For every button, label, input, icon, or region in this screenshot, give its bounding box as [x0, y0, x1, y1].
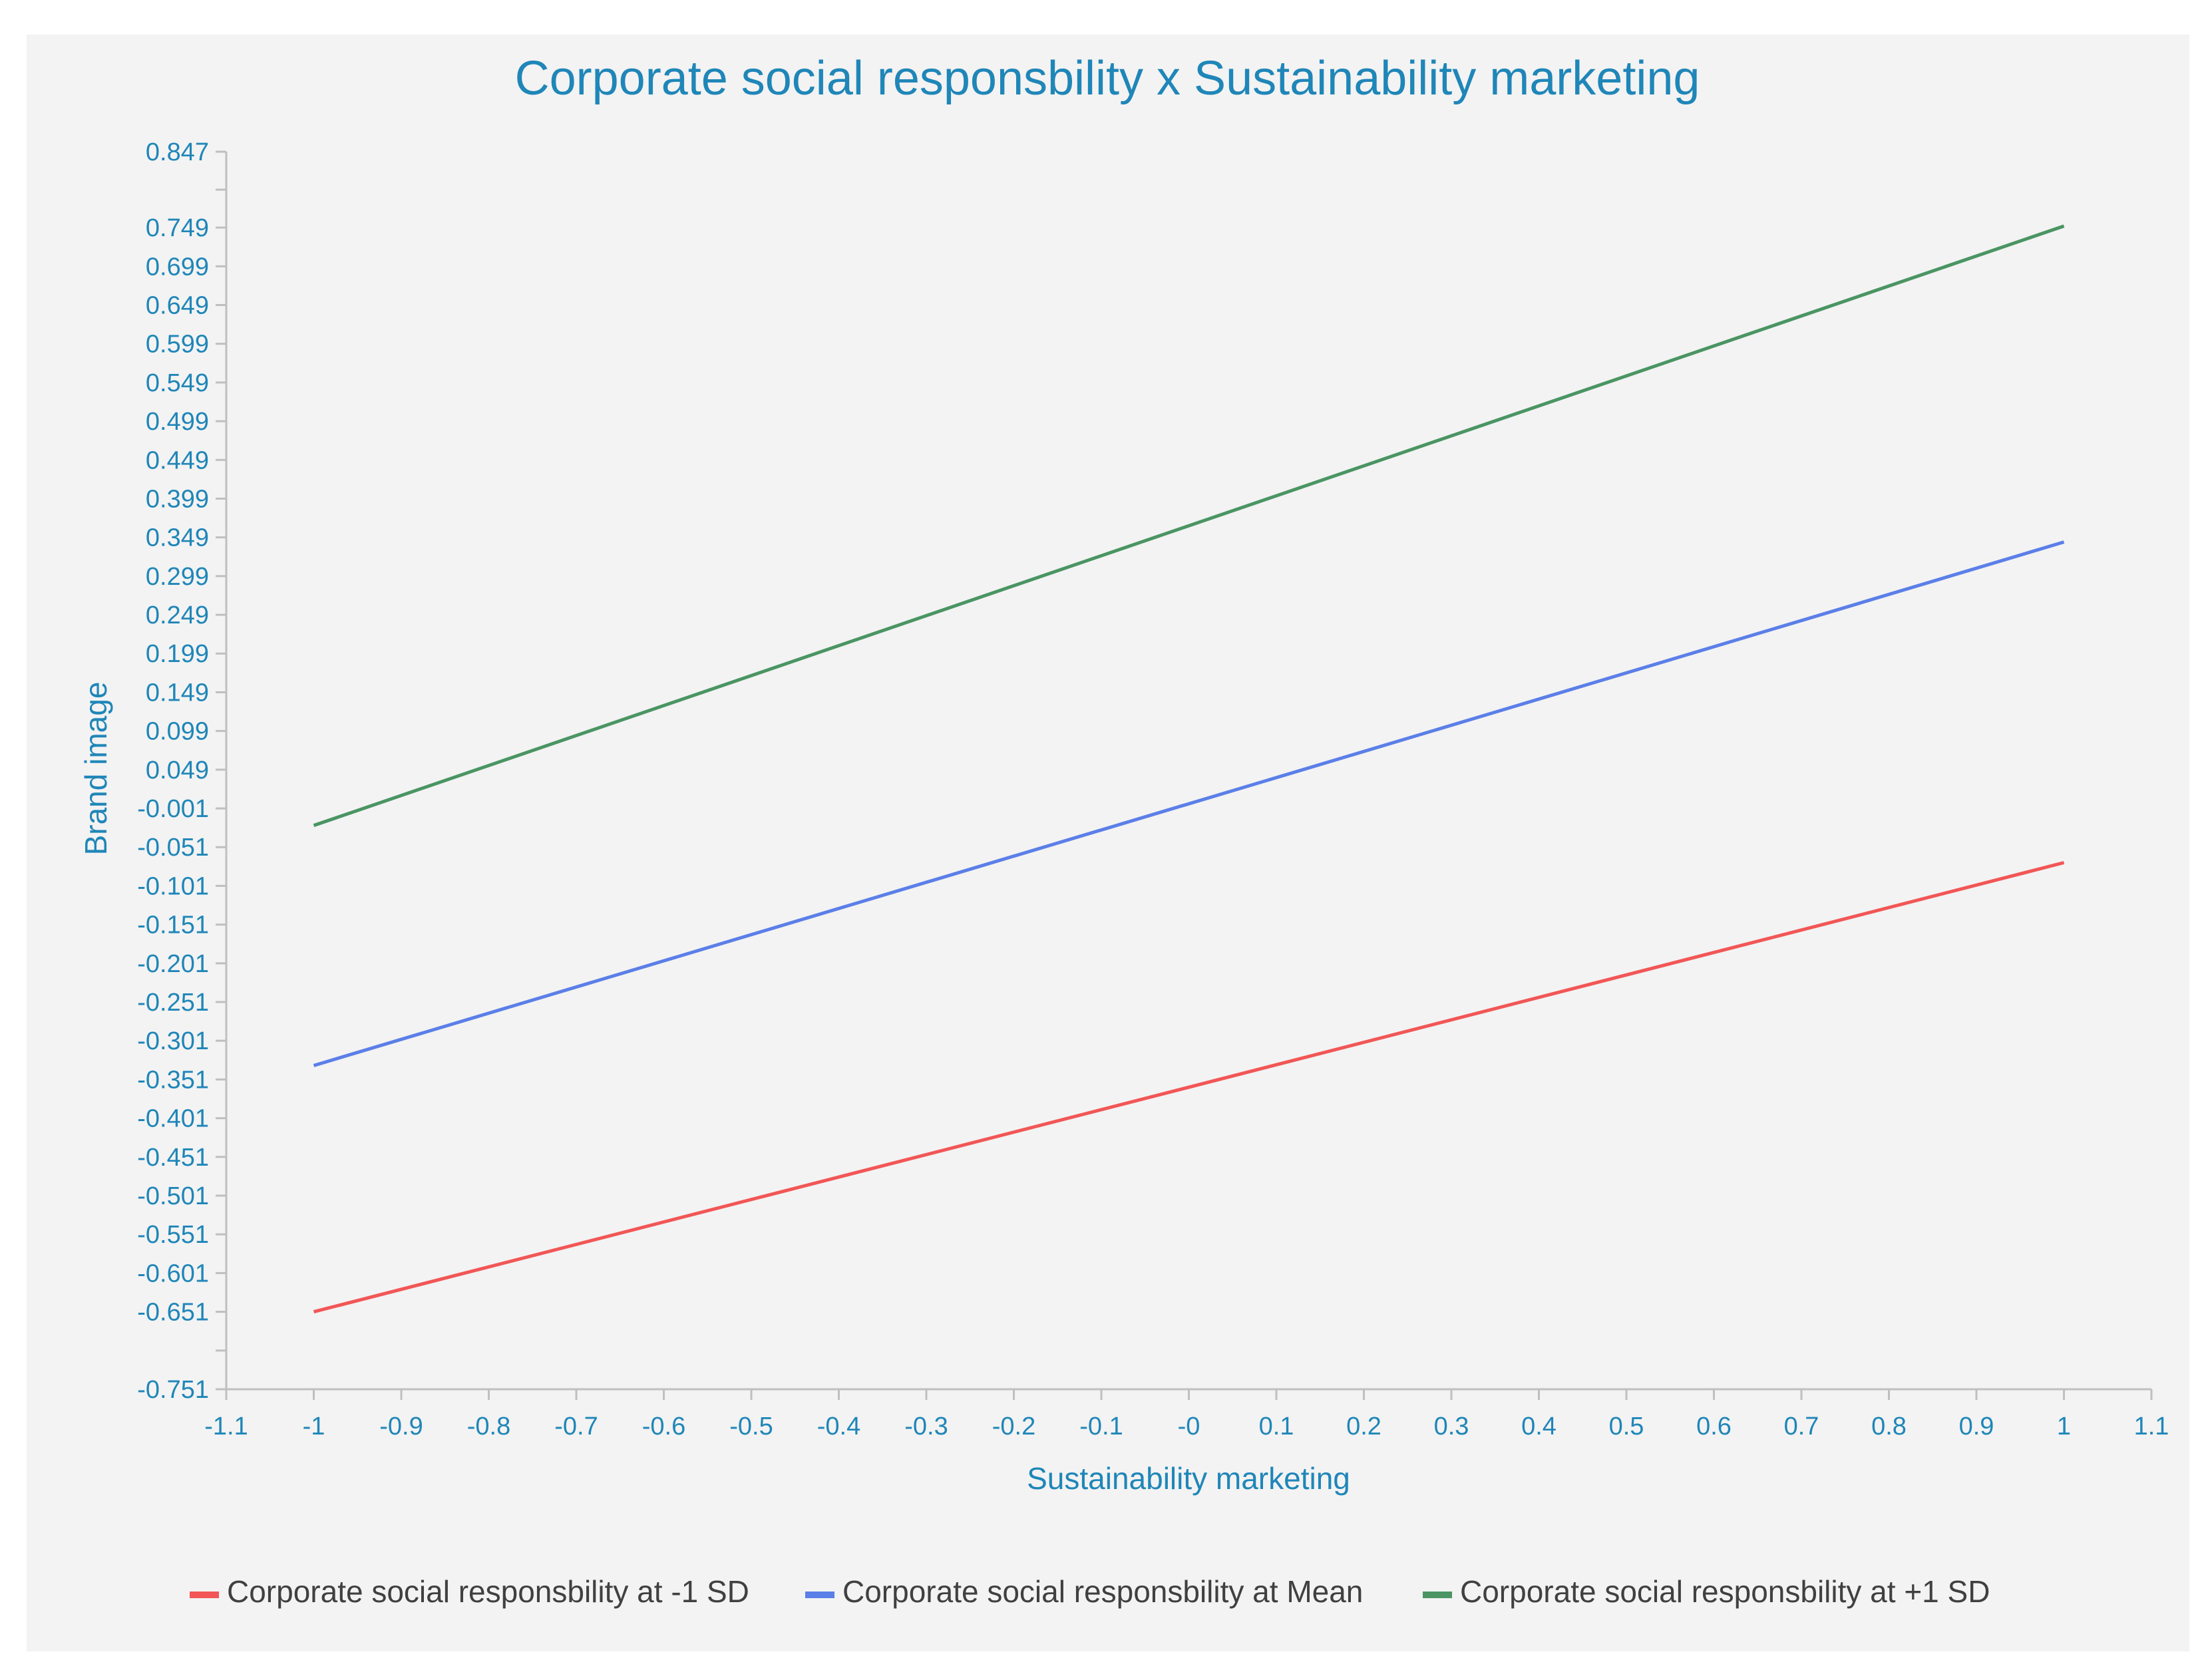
- x-tick-label: -1: [303, 1413, 325, 1440]
- x-tick-label: -0.9: [379, 1413, 423, 1440]
- x-tick-label: 0.5: [1609, 1413, 1644, 1440]
- x-tick-label: 0.8: [1871, 1413, 1907, 1440]
- y-tick-label: -0.601: [137, 1260, 209, 1287]
- y-axis-label: Brand image: [79, 682, 113, 856]
- y-tick-label: 0.199: [146, 640, 209, 668]
- y-tick-label: 0.847: [146, 138, 209, 166]
- x-tick-label: 1.1: [2134, 1413, 2169, 1440]
- y-tick-label: -0.351: [137, 1066, 209, 1094]
- series-line-1: [313, 861, 2065, 1314]
- y-tick-label: -0.301: [137, 1027, 209, 1055]
- y-tick-label: -0.501: [137, 1182, 209, 1210]
- y-tick-label: 0.399: [146, 485, 209, 513]
- x-tick-label: 0.3: [1434, 1413, 1469, 1440]
- y-tick-label: -0.201: [137, 950, 209, 978]
- y-tick-label: -0.651: [137, 1299, 209, 1327]
- y-ticks: 0.847 0.749 0.699 0.649 0.599 0.549 0.499 0.449…: [137, 138, 226, 1404]
- chart-panel: [27, 35, 2189, 1651]
- x-axis-label: Sustainability marketing: [1027, 1461, 1350, 1496]
- x-tick-label: 1: [2057, 1413, 2071, 1440]
- y-tick-label: 0.049: [146, 756, 209, 784]
- legend-swatch-2: [805, 1592, 834, 1598]
- x-tick-label: 0.4: [1521, 1413, 1557, 1440]
- x-tick-label: 0.1: [1259, 1413, 1294, 1440]
- y-tick-label: 0.499: [146, 408, 209, 436]
- x-tick-label: 0.2: [1346, 1413, 1381, 1440]
- legend: Corporate social responsbility at -1 SD C…: [190, 1574, 1990, 1609]
- y-tick-label: -0.251: [137, 989, 209, 1017]
- legend-label-1: Corporate social responsbility at -1 SD: [227, 1574, 749, 1609]
- x-tick-label: -0.1: [1079, 1413, 1123, 1440]
- y-tick-label: 0.249: [146, 601, 209, 629]
- series-line-2: [313, 540, 2065, 1067]
- y-tick-label: 0.099: [146, 718, 209, 746]
- x-tick-label: 0.9: [1959, 1413, 1994, 1440]
- y-tick-label: 0.549: [146, 369, 209, 397]
- y-tick-label: -0.051: [137, 834, 209, 862]
- x-tick-label: -0.5: [729, 1413, 773, 1440]
- series-lines: [313, 224, 2065, 1314]
- y-tick-label: -0.151: [137, 912, 209, 939]
- x-tick-label: -0.4: [817, 1413, 860, 1440]
- legend-swatch-1: [190, 1592, 219, 1598]
- y-tick-label: -0.451: [137, 1144, 209, 1172]
- y-tick-label: -0.001: [137, 795, 209, 823]
- y-tick-label: -0.401: [137, 1105, 209, 1133]
- x-tick-label: -0.8: [467, 1413, 510, 1440]
- y-tick-label: 0.649: [146, 291, 209, 319]
- y-tick-label: 0.299: [146, 563, 209, 591]
- x-tick-label: -0.6: [642, 1413, 685, 1440]
- x-tick-label: -1.1: [204, 1413, 248, 1440]
- legend-label-2: Corporate social responsbility at Mean: [842, 1574, 1363, 1609]
- y-tick-label: 0.749: [146, 214, 209, 242]
- y-tick-label: -0.751: [137, 1376, 209, 1404]
- x-tick-label: -0: [1178, 1413, 1200, 1440]
- x-tick-label: -0.2: [992, 1413, 1035, 1440]
- x-ticks: -1.1 -1 -0.9 -0.8 -0.7 -0.6 -0.5 -0.4 -0.3 -0.2 -0…: [204, 1389, 2169, 1440]
- y-tick-label: 0.599: [146, 331, 209, 359]
- legend-swatch-3: [1423, 1592, 1452, 1598]
- x-tick-label: 0.7: [1784, 1413, 1819, 1440]
- x-tick-label: 0.6: [1696, 1413, 1732, 1440]
- x-tick-label: -0.7: [554, 1413, 598, 1440]
- chart-title: Corporate social responsbility x Sustain…: [515, 52, 1700, 105]
- y-tick-label: 0.449: [146, 446, 209, 474]
- y-tick-label: 0.149: [146, 679, 209, 707]
- legend-label-3: Corporate social responsbility at +1 SD: [1460, 1574, 1990, 1609]
- series-line-3: [313, 224, 2065, 828]
- y-tick-label: -0.101: [137, 872, 209, 900]
- y-tick-label: -0.551: [137, 1221, 209, 1249]
- y-tick-label: 0.699: [146, 253, 209, 281]
- y-tick-label: 0.349: [146, 524, 209, 552]
- x-tick-label: -0.3: [904, 1413, 948, 1440]
